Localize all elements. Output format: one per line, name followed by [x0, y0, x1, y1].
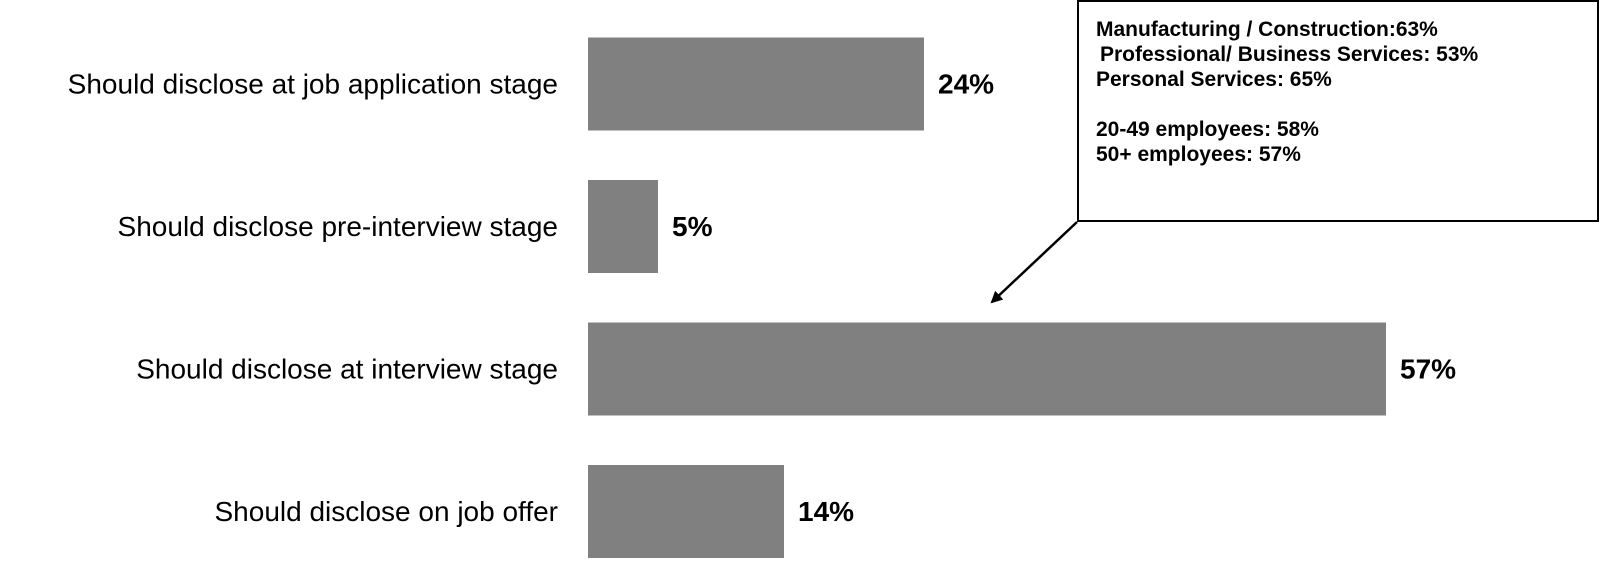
labels-group: Should disclose at job application stage…	[68, 69, 1456, 528]
category-label: Should disclose at interview stage	[136, 354, 558, 385]
annotation-arrow	[990, 221, 1078, 304]
bar	[588, 37, 924, 131]
annotation-line: 20-49 employees: 58%	[1096, 118, 1319, 141]
value-label: 24%	[938, 69, 994, 100]
category-label: Should disclose on job offer	[215, 496, 559, 527]
annotation-line: Personal Services: 65%	[1096, 68, 1332, 91]
bar	[588, 180, 658, 273]
category-label: Should disclose pre-interview stage	[118, 211, 558, 242]
annotation-line: Professional/ Business Services: 53%	[1100, 43, 1479, 66]
annotation-spacer	[1096, 92, 1597, 117]
bar	[588, 322, 1386, 416]
annotation-line: Manufacturing / Construction:63%	[1096, 18, 1438, 41]
value-label: 5%	[672, 211, 713, 242]
value-label: 57%	[1400, 354, 1456, 385]
bar	[588, 465, 784, 558]
value-label: 14%	[798, 496, 854, 527]
annotation-box: Manufacturing / Construction:63% Profess…	[1077, 0, 1599, 222]
category-label: Should disclose at job application stage	[68, 69, 558, 100]
annotation-line: 50+ employees: 57%	[1096, 143, 1301, 166]
bars-group	[588, 37, 1386, 558]
